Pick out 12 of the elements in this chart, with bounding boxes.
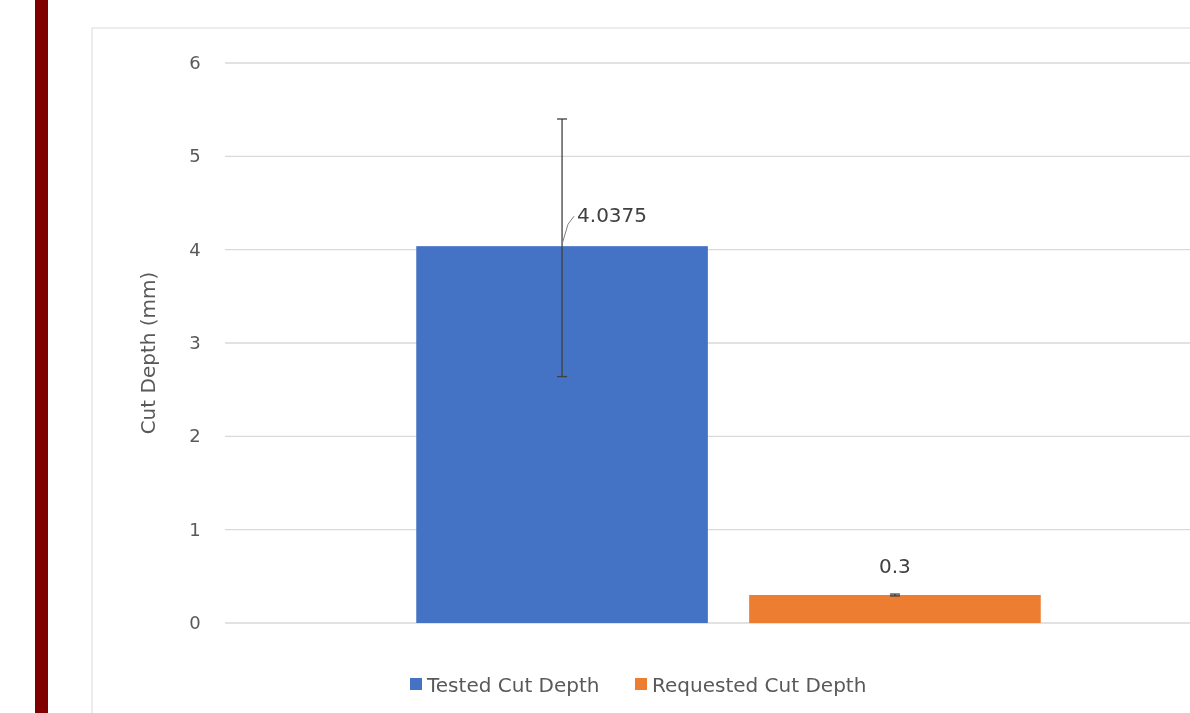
y-tick-label: 4 [189, 238, 201, 260]
legend-label: Tested Cut Depth [426, 673, 600, 697]
y-tick-label: 2 [189, 425, 201, 447]
y-tick-label: 5 [189, 145, 201, 167]
y-tick-label: 3 [189, 332, 201, 353]
y-tick-label: 6 [189, 52, 201, 73]
y-tick-label: 1 [189, 518, 201, 540]
data-label: 0.3 [879, 554, 911, 578]
legend-label: Requested Cut Depth [652, 673, 867, 697]
y-tick-label: 0 [189, 612, 201, 633]
data-label: 4.0375 [577, 203, 648, 228]
y-axis-title: Cut Depth (mm) [136, 271, 160, 435]
